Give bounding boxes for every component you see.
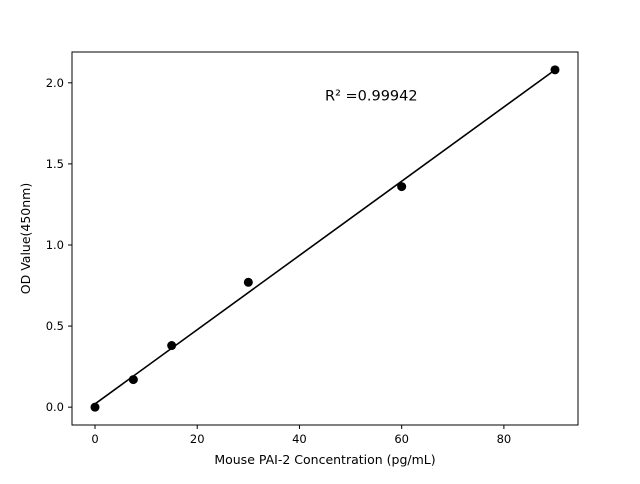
data-point — [397, 182, 407, 192]
y-tick-label: 1.5 — [46, 157, 64, 171]
y-tick-label: 2.0 — [46, 76, 64, 90]
data-point — [243, 277, 253, 287]
x-tick-label: 0 — [91, 432, 98, 446]
data-point — [128, 375, 138, 385]
data-point — [90, 402, 100, 412]
y-tick-label: 0.0 — [46, 400, 64, 414]
data-point — [167, 341, 177, 351]
x-tick-label: 60 — [394, 432, 409, 446]
y-axis-label: OD Value(450nm) — [18, 183, 33, 294]
x-tick-label: 80 — [497, 432, 512, 446]
x-tick-label: 40 — [292, 432, 307, 446]
r-squared-annotation: R² =0.99942 — [325, 89, 418, 105]
data-point — [550, 65, 560, 75]
y-tick-label: 1.0 — [46, 238, 64, 252]
x-tick-label: 20 — [190, 432, 205, 446]
x-axis-label: Mouse PAI-2 Concentration (pg/mL) — [214, 452, 435, 467]
y-tick-label: 0.5 — [46, 319, 64, 333]
